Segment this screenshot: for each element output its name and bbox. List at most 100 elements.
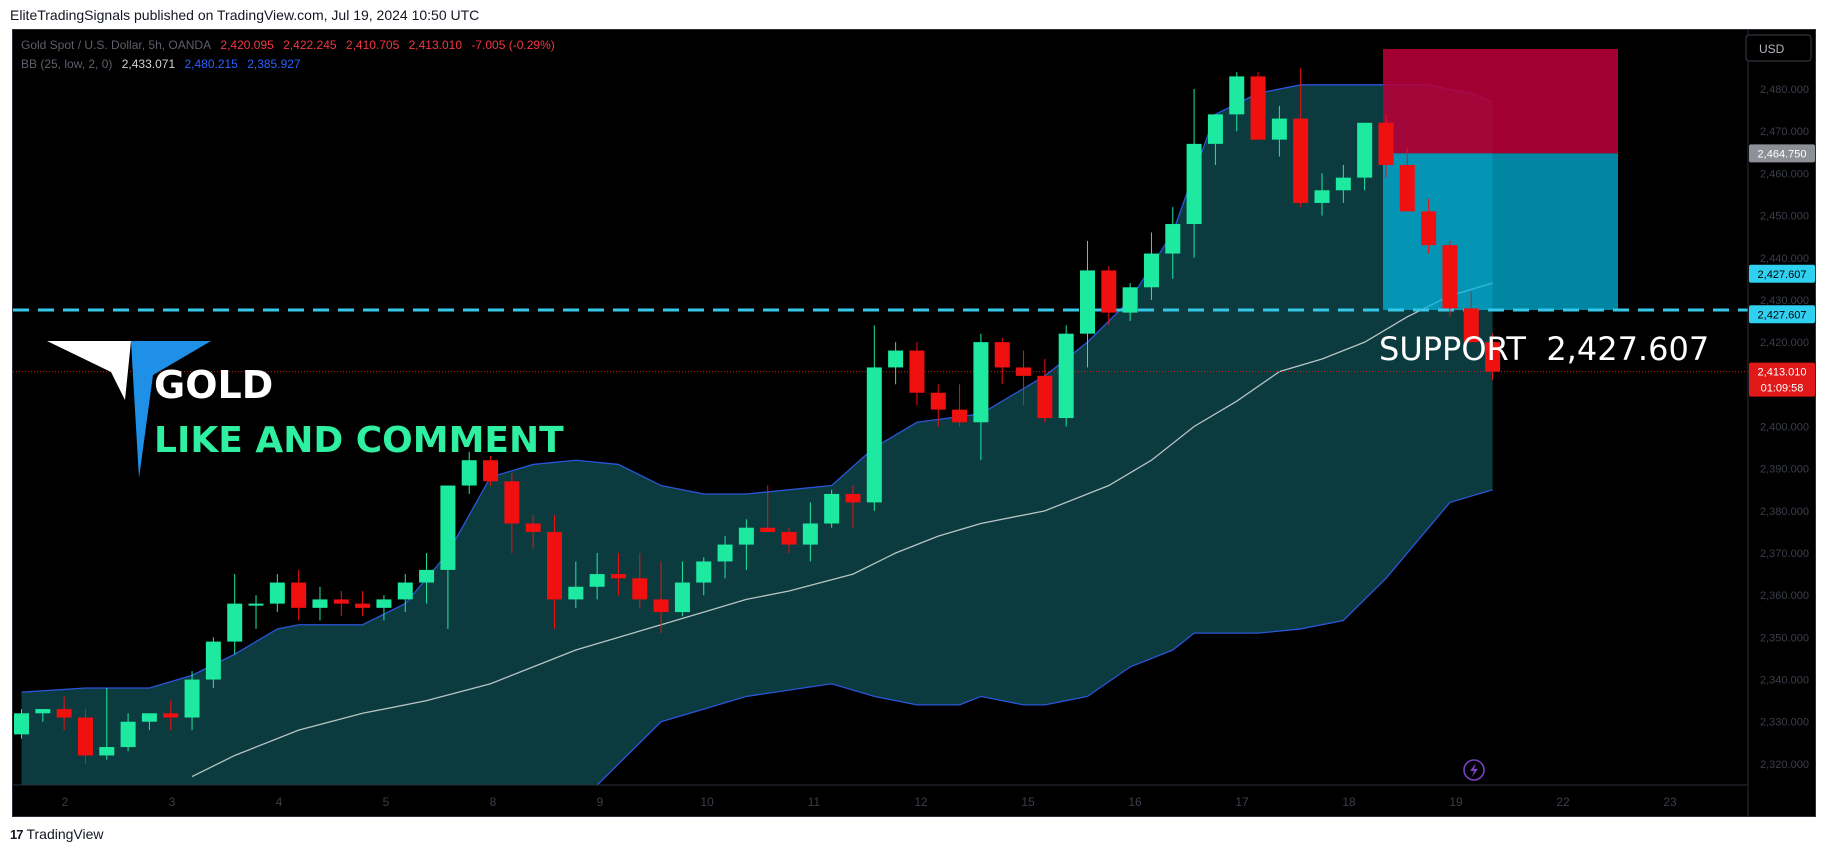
- candle: [738, 519, 754, 570]
- candle-body: [99, 747, 115, 756]
- candle-body: [1442, 245, 1458, 309]
- candle-body: [120, 721, 136, 748]
- candle: [1463, 291, 1479, 343]
- candle-body: [696, 561, 712, 583]
- candle: [909, 342, 925, 406]
- candle: [1250, 72, 1266, 140]
- symbol-legend[interactable]: Gold Spot / U.S. Dollar, 5h, OANDA 2,420…: [21, 38, 561, 52]
- candle: [141, 713, 157, 731]
- time-tick-label: 2: [62, 795, 69, 809]
- lightning-icon[interactable]: [1463, 759, 1485, 781]
- stop-loss-zone: [1383, 48, 1618, 154]
- candle-body: [1271, 118, 1287, 140]
- candle-body: [440, 485, 456, 570]
- indicator-legend[interactable]: BB (25, low, 2, 0) 2,433.071 2,480.215 2…: [21, 57, 307, 71]
- price-tick-label: 2,430.000: [1760, 295, 1809, 307]
- bb-lower-value: 2,385.927: [247, 57, 301, 71]
- promo-overlay: GOLD LIKE AND COMMENT SUPPORT 2,427.607: [47, 330, 1709, 478]
- candle-body: [952, 409, 968, 423]
- price-chart[interactable]: GOLD LIKE AND COMMENT SUPPORT 2,427.607 …: [13, 30, 1815, 816]
- candle-body: [1485, 342, 1501, 372]
- candle-body: [930, 392, 946, 410]
- candle-body: [888, 350, 904, 368]
- candle-body: [461, 460, 477, 486]
- candle: [1229, 72, 1245, 132]
- take-profit-zone: [1383, 153, 1618, 311]
- candle: [1122, 283, 1138, 322]
- candle-body: [56, 709, 72, 718]
- candle: [547, 515, 562, 629]
- price-tick-label: 2,460.000: [1760, 168, 1809, 180]
- candle-body: [1229, 76, 1245, 115]
- price-change: -7.005 (-0.29%): [471, 38, 555, 52]
- time-tick-label: 10: [700, 795, 714, 809]
- candle: [355, 590, 371, 617]
- candle: [1207, 114, 1223, 165]
- candle: [1335, 164, 1351, 203]
- time-tick-label: 17: [1235, 795, 1249, 809]
- candle: [248, 595, 264, 629]
- ohlc-open: 2,420.095: [220, 38, 274, 52]
- price-tick-label: 2,320.000: [1760, 759, 1809, 771]
- tradingview-footer[interactable]: 17 TradingView: [10, 826, 104, 842]
- tag-support-upper-bg: [1749, 264, 1815, 283]
- candle-body: [248, 603, 264, 606]
- candle: [163, 700, 179, 731]
- bb-label: BB (25, low, 2, 0): [21, 57, 113, 71]
- candle: [99, 687, 115, 760]
- candle: [674, 561, 690, 617]
- candle-body: [1122, 287, 1138, 313]
- currency-button[interactable]: USD: [1745, 34, 1812, 62]
- candle-body: [973, 342, 989, 423]
- candle-body: [653, 599, 669, 613]
- candle: [1037, 358, 1053, 423]
- candle-body: [525, 523, 541, 532]
- candle: [205, 637, 221, 688]
- candle: [227, 574, 243, 655]
- time-tick-label: 22: [1556, 795, 1570, 809]
- time-tick-label: 3: [169, 795, 176, 809]
- price-tick-label: 2,330.000: [1760, 717, 1809, 729]
- price-tick-label: 2,350.000: [1760, 632, 1809, 644]
- candle-body: [1101, 270, 1117, 313]
- overlay-subtitle: LIKE AND COMMENT: [154, 420, 564, 461]
- candle: [1016, 350, 1032, 406]
- candle: [291, 569, 307, 621]
- candle: [824, 489, 840, 528]
- candle-body: [568, 586, 584, 600]
- candle-body: [77, 717, 93, 756]
- candle-body: [205, 641, 221, 680]
- price-tick-label: 2,380.000: [1760, 506, 1809, 518]
- candle-body: [141, 713, 157, 722]
- bollinger-bands: [21, 84, 1493, 786]
- candle-body: [184, 679, 200, 718]
- candle-body: [1016, 367, 1032, 376]
- candle-body: [547, 531, 562, 600]
- time-tick-label: 18: [1342, 795, 1356, 809]
- candle-body: [824, 493, 840, 524]
- time-tick-label: 9: [597, 795, 604, 809]
- candle: [888, 342, 904, 385]
- candle-body: [866, 367, 882, 503]
- ohlc-close: 2,413.010: [408, 38, 463, 52]
- chart-panel[interactable]: GOLD LIKE AND COMMENT SUPPORT 2,427.607 …: [12, 29, 1816, 817]
- candle-body: [717, 544, 733, 562]
- candle: [14, 709, 29, 739]
- tag-support-lower: 2,427.607: [1758, 309, 1807, 321]
- ohlc-high: 2,422.245: [283, 38, 337, 52]
- candle-body: [1143, 253, 1159, 288]
- bollinger-fill: [21, 84, 1493, 785]
- candle: [483, 456, 499, 486]
- currency-label: USD: [1759, 42, 1785, 56]
- candle: [184, 671, 200, 731]
- symbol-name: Gold Spot / U.S. Dollar, 5h, OANDA: [21, 38, 212, 52]
- candle: [994, 337, 1010, 385]
- candle: [1421, 198, 1437, 254]
- price-tags: 2,464.750 2,427.607 2,427.607 2,413.010 01:0…: [1749, 144, 1815, 397]
- tag-take-profit: 2,464.750: [1758, 148, 1807, 160]
- candle: [1485, 333, 1501, 381]
- tradingview-logo-icon: 17: [10, 826, 24, 842]
- time-axis[interactable]: 2 3 4 5 8 9 10 11 12 15 16 17 18 19 22 23: [13, 784, 1748, 809]
- bollinger-upper-line: [21, 84, 1493, 693]
- candle-body: [1165, 224, 1181, 254]
